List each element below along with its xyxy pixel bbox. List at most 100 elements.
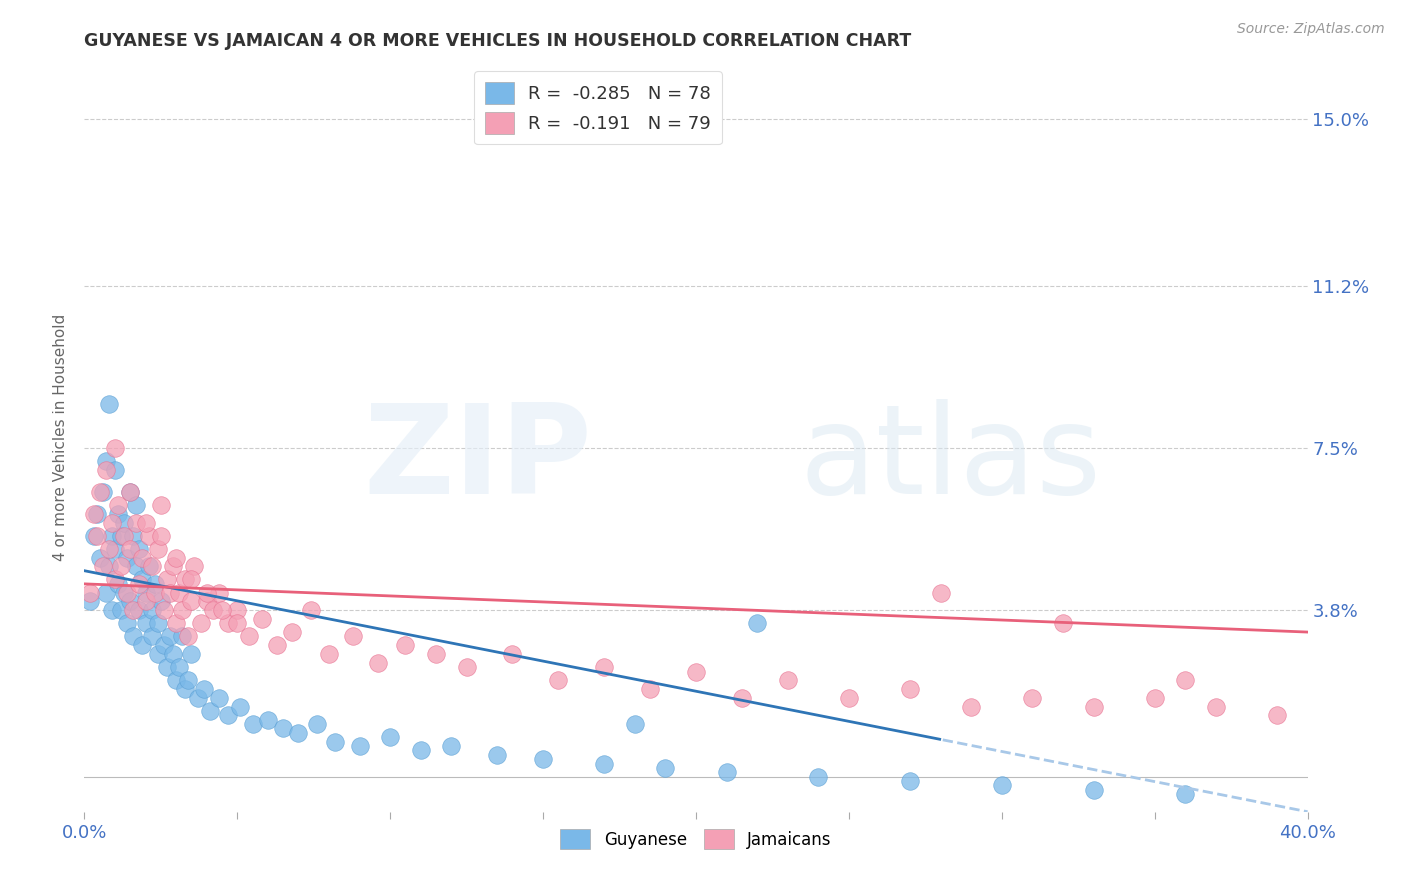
Point — [165, 550, 187, 565]
Point — [486, 747, 509, 762]
Point — [229, 699, 252, 714]
Point — [180, 647, 202, 661]
Point — [186, 690, 208, 705]
Point — [104, 541, 127, 556]
Point — [89, 484, 111, 499]
Point — [342, 630, 364, 644]
Point — [593, 756, 616, 771]
Point — [991, 779, 1014, 793]
Point — [120, 594, 142, 608]
Point — [211, 603, 233, 617]
Point — [929, 585, 952, 599]
Point — [162, 647, 184, 661]
Point — [1021, 690, 1043, 705]
Point — [131, 638, 153, 652]
Point — [131, 573, 153, 587]
Point — [776, 673, 799, 688]
Point — [593, 660, 616, 674]
Point — [122, 630, 145, 644]
Point — [838, 690, 860, 705]
Point — [547, 673, 569, 688]
Point — [79, 594, 101, 608]
Point — [394, 638, 416, 652]
Point — [165, 673, 187, 688]
Point — [287, 726, 309, 740]
Point — [107, 498, 129, 512]
Point — [143, 577, 166, 591]
Point — [1083, 699, 1105, 714]
Point — [153, 638, 176, 652]
Point — [183, 559, 205, 574]
Point — [104, 573, 127, 587]
Point — [174, 681, 197, 696]
Point — [960, 699, 983, 714]
Point — [156, 660, 179, 674]
Point — [112, 529, 135, 543]
Point — [128, 541, 150, 556]
Point — [238, 630, 260, 644]
Point — [502, 647, 524, 661]
Text: GUYANESE VS JAMAICAN 4 OR MORE VEHICLES IN HOUSEHOLD CORRELATION CHART: GUYANESE VS JAMAICAN 4 OR MORE VEHICLES … — [84, 32, 911, 50]
Point — [1174, 673, 1197, 688]
Point — [250, 612, 273, 626]
Point — [654, 761, 676, 775]
Point — [94, 585, 117, 599]
Point — [1205, 699, 1227, 714]
Point — [141, 603, 163, 617]
Point — [146, 616, 169, 631]
Point — [226, 603, 249, 617]
Point — [198, 704, 221, 718]
Point — [180, 594, 202, 608]
Point — [172, 630, 194, 644]
Point — [131, 550, 153, 565]
Point — [101, 529, 124, 543]
Point — [531, 752, 554, 766]
Point — [177, 673, 200, 688]
Point — [208, 585, 231, 599]
Point — [112, 585, 135, 599]
Point — [180, 573, 202, 587]
Point — [141, 559, 163, 574]
Point — [349, 739, 371, 753]
Point — [135, 616, 157, 631]
Point — [135, 594, 157, 608]
Point — [120, 541, 142, 556]
Point — [323, 734, 346, 748]
Point — [97, 559, 120, 574]
Point — [120, 484, 142, 499]
Point — [281, 625, 304, 640]
Point — [86, 529, 108, 543]
Point — [115, 616, 138, 631]
Point — [97, 541, 120, 556]
Point — [456, 660, 478, 674]
Point — [898, 774, 921, 789]
Point — [83, 529, 105, 543]
Point — [217, 708, 239, 723]
Point — [101, 516, 124, 530]
Point — [1143, 690, 1166, 705]
Point — [91, 484, 114, 499]
Point — [146, 541, 169, 556]
Point — [89, 550, 111, 565]
Point — [138, 559, 160, 574]
Point — [104, 463, 127, 477]
Point — [380, 730, 402, 744]
Point — [747, 616, 769, 631]
Point — [177, 630, 200, 644]
Point — [266, 638, 288, 652]
Point — [201, 603, 224, 617]
Y-axis label: 4 or more Vehicles in Household: 4 or more Vehicles in Household — [52, 313, 67, 561]
Point — [110, 559, 132, 574]
Point — [149, 498, 172, 512]
Point — [1265, 708, 1288, 723]
Point — [1083, 782, 1105, 797]
Point — [156, 573, 179, 587]
Point — [153, 603, 176, 617]
Point — [128, 603, 150, 617]
Point — [159, 630, 181, 644]
Point — [195, 594, 218, 608]
Point — [167, 585, 190, 599]
Point — [318, 647, 340, 661]
Point — [149, 594, 172, 608]
Point — [120, 484, 142, 499]
